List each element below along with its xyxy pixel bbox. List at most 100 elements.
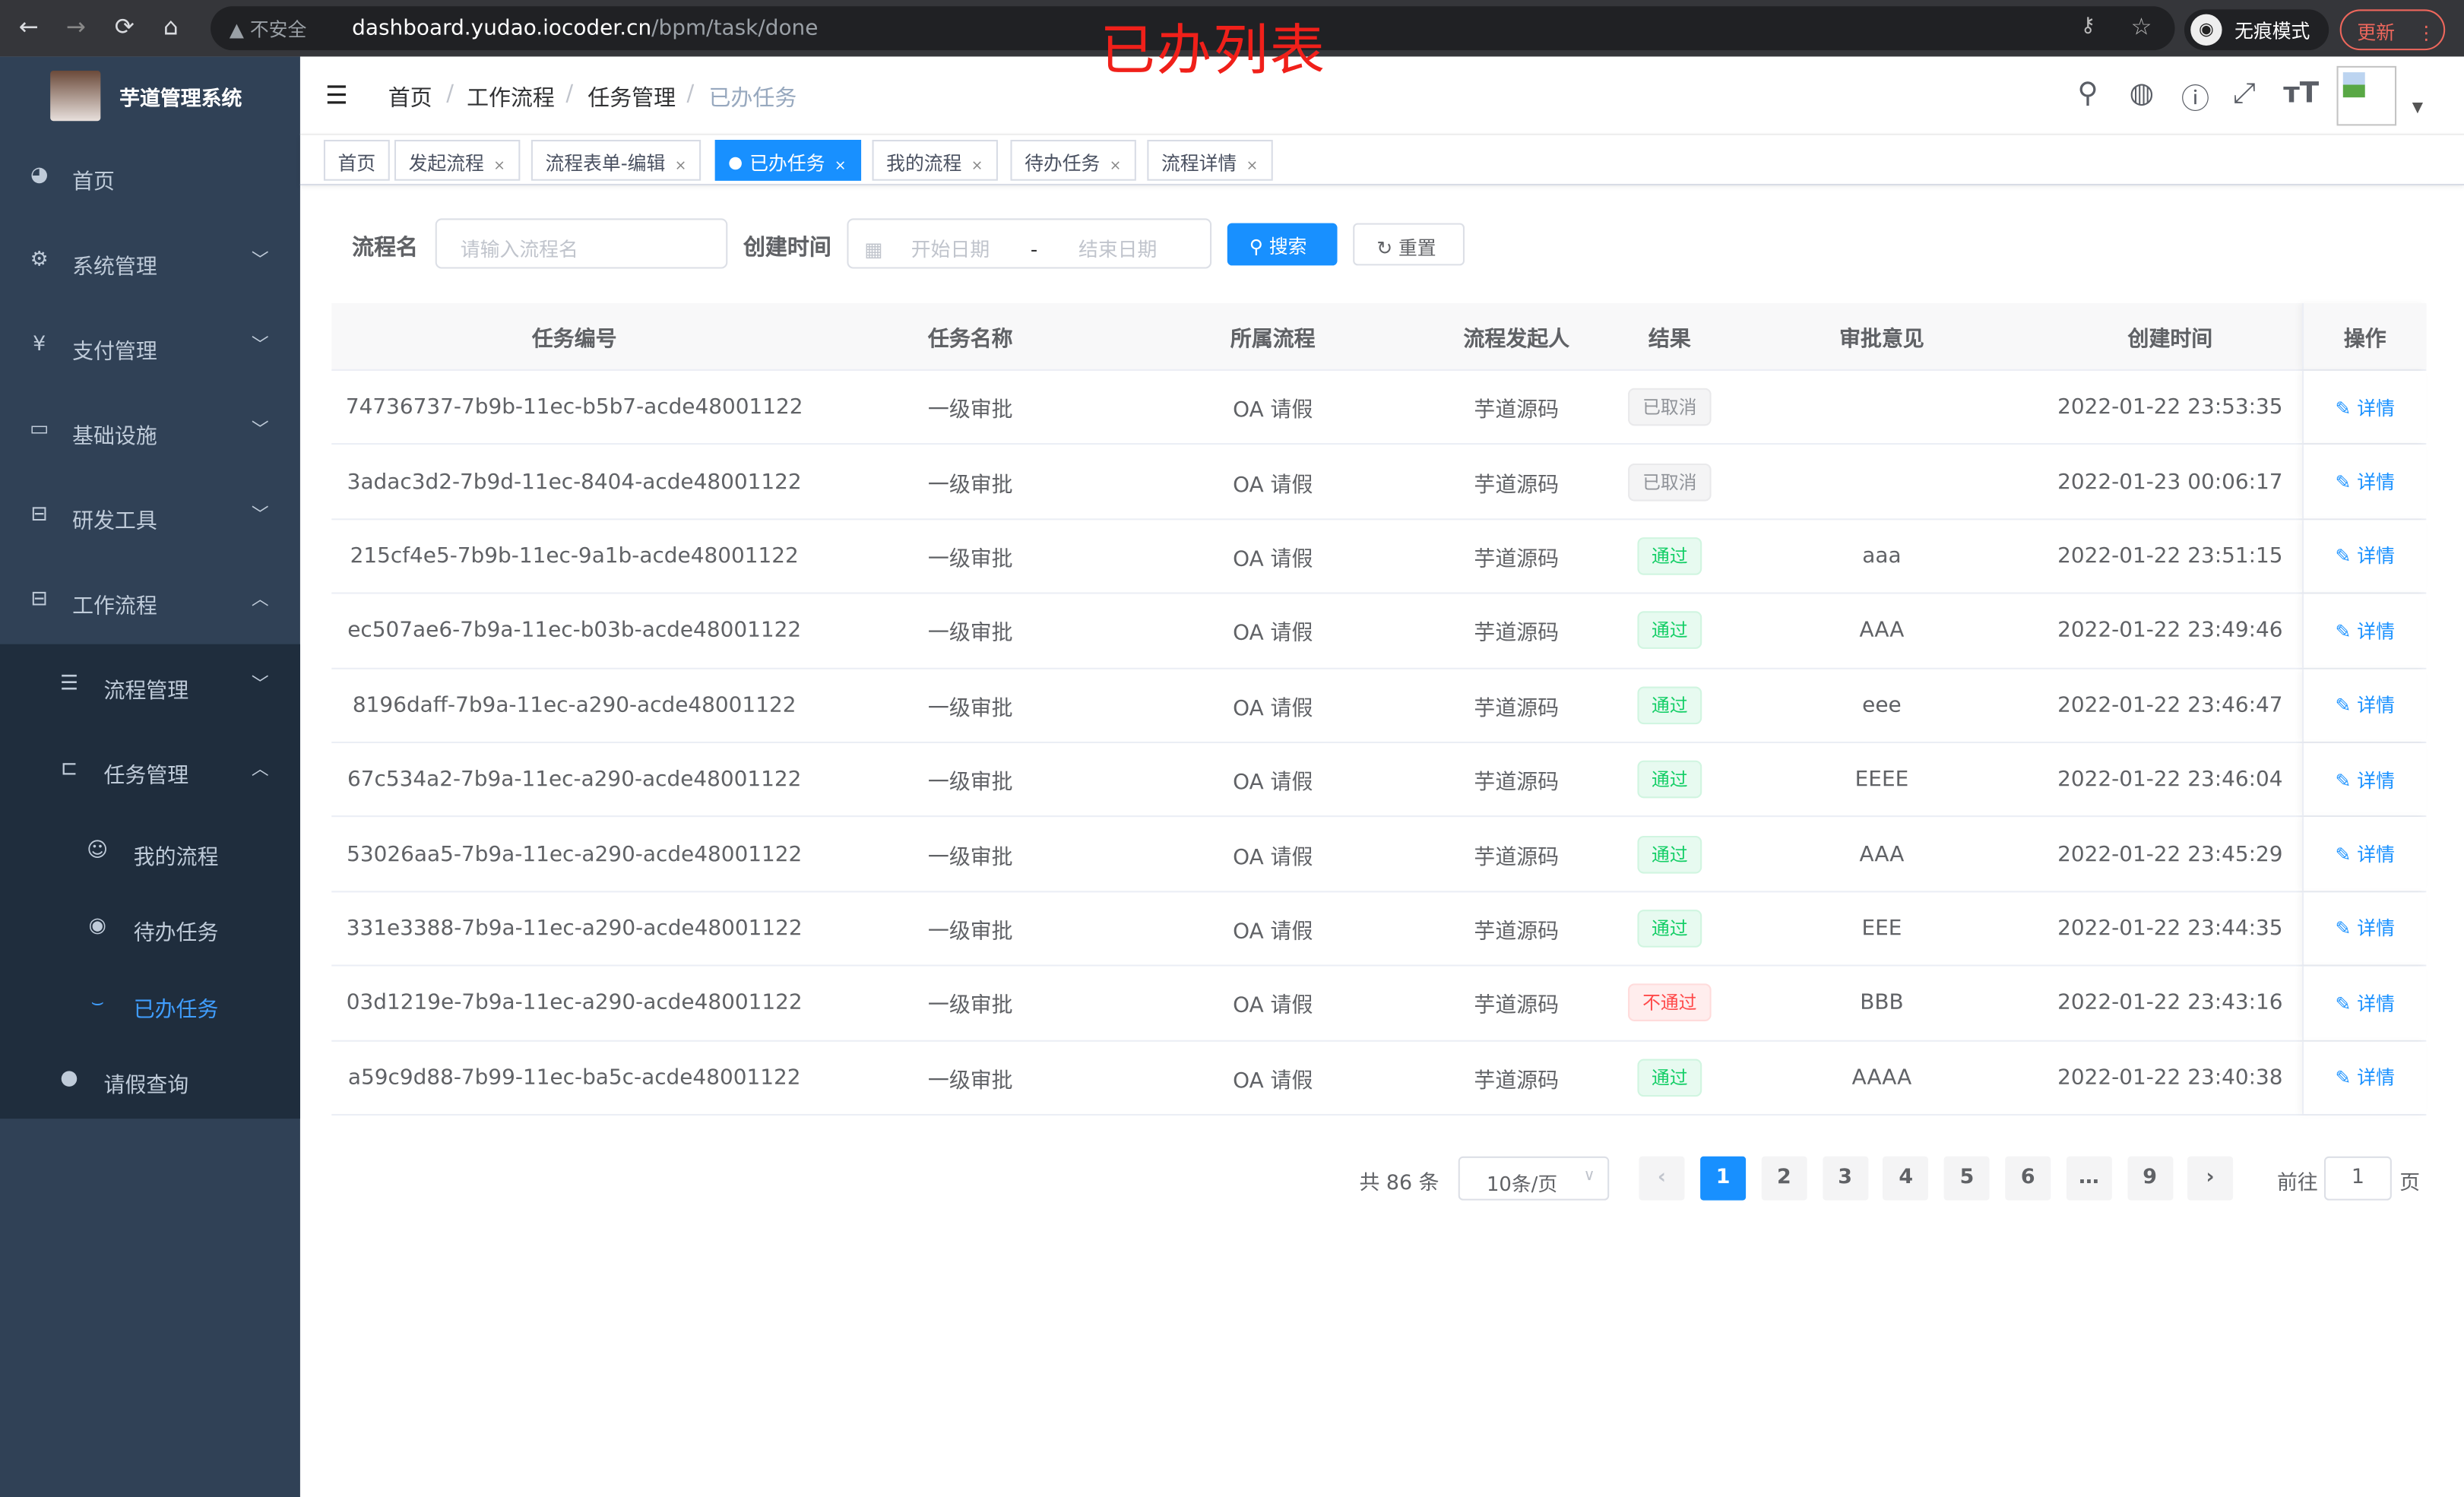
url-path: /bpm/task/done — [651, 15, 819, 41]
cell-initiator: 芋道源码 — [1474, 770, 1560, 796]
security-warning[interactable]: ▲ 不安全 — [229, 18, 307, 41]
page-button[interactable]: 2 — [1761, 1156, 1807, 1201]
detail-link[interactable]: ✎ 详情 — [2336, 766, 2395, 793]
close-icon[interactable]: × — [674, 158, 687, 175]
detail-link[interactable]: ✎ 详情 — [2336, 394, 2395, 420]
process-name-input[interactable]: 请输入流程名 — [435, 218, 728, 269]
tag-done-task[interactable]: 已办任务 × — [714, 140, 861, 181]
breadcrumb-home[interactable]: 首页 — [388, 86, 432, 112]
table-row: 74736737-7b9b-11ec-b5b7-acde48001122 一级审批… — [331, 370, 2427, 445]
fullscreen-icon[interactable]: ⤢ — [2233, 77, 2256, 110]
cell-result: 通过 — [1610, 818, 1728, 891]
cell-initiator: 芋道源码 — [1474, 546, 1560, 572]
home-icon[interactable]: ⌂ — [163, 12, 179, 41]
detail-link[interactable]: ✎ 详情 — [2336, 989, 2395, 1016]
people-icon: ☺ — [87, 839, 109, 863]
close-icon[interactable]: × — [834, 158, 847, 175]
sidebar: 芋道管理系统 ◕ 首页 ⚙ 系统管理 ﹀ ¥ 支付管理 ﹀ ▭ 基础设施 ﹀ ⊟ 研发工具 ﹀ ⊟… — [0, 56, 300, 1497]
update-button[interactable]: 更新 ⋮ — [2339, 9, 2446, 51]
chevron-down-icon: ﹀ — [251, 419, 269, 440]
sidebar-item-process-manage[interactable]: ☰ 流程管理 ﹀ — [0, 649, 300, 724]
end-date-input[interactable]: 结束日期 — [1078, 237, 1158, 261]
tag-start-process[interactable]: 发起流程 × — [394, 140, 520, 181]
sidebar-item-done[interactable]: ⌣ 已办任务 — [0, 968, 300, 1043]
caret-down-icon[interactable]: ▼ — [2412, 100, 2424, 117]
close-icon[interactable]: × — [493, 158, 505, 175]
incognito-badge[interactable]: ◉ 无痕模式 — [2184, 9, 2329, 51]
detail-link[interactable]: ✎ 详情 — [2336, 840, 2395, 867]
sidebar-item-devtools[interactable]: ⊟ 研发工具 ﹀ — [0, 479, 300, 555]
more-icon[interactable]: ⋮ — [2417, 21, 2436, 44]
back-icon[interactable]: ← — [18, 12, 39, 41]
tag-home[interactable]: 首页 — [323, 140, 390, 181]
close-icon[interactable]: × — [1109, 158, 1122, 175]
search-button[interactable]: ⚲ 搜索 — [1227, 223, 1338, 266]
chevron-down-icon: ﹀ — [251, 334, 269, 356]
sidebar-item-home[interactable]: ◕ 首页 — [0, 140, 300, 215]
cell-create-time: 2022-01-22 23:49:46 — [2057, 618, 2283, 644]
forward-icon[interactable]: → — [65, 12, 86, 41]
submenu-background — [0, 644, 300, 1119]
annotation-title: 已办列表 — [1100, 20, 1327, 84]
prev-page-button[interactable]: ‹ — [1639, 1156, 1685, 1201]
star-icon[interactable]: ☆ — [2130, 12, 2152, 41]
sidebar-item-my-process[interactable]: ☺ 我的流程 — [0, 815, 300, 891]
reset-button[interactable]: ↻ 重置 — [1353, 223, 1465, 266]
detail-link[interactable]: ✎ 详情 — [2336, 617, 2395, 644]
page-button[interactable]: 3 — [1822, 1156, 1868, 1201]
reload-icon[interactable]: ⟳ — [114, 12, 135, 41]
cell-actions: ✎ 详情 — [2302, 668, 2427, 742]
detail-link[interactable]: ✎ 详情 — [2336, 543, 2395, 569]
sidebar-item-system[interactable]: ⚙ 系统管理 ﹀ — [0, 225, 300, 300]
page-size-select[interactable]: 10条/页 ∨ — [1458, 1156, 1610, 1201]
tag-my-process[interactable]: 我的流程 × — [872, 140, 998, 181]
edit-icon: ✎ — [2335, 471, 2352, 494]
page-button[interactable]: 6 — [2005, 1156, 2051, 1201]
detail-label: 详情 — [2357, 769, 2395, 792]
sidebar-item-infra[interactable]: ▭ 基础设施 ﹀ — [0, 394, 300, 470]
date-range-picker[interactable]: ▦ 开始日期 - 结束日期 — [847, 218, 1212, 269]
sidebar-item-label: 首页 — [72, 169, 115, 195]
font-size-icon[interactable]: ᴛT — [2283, 77, 2320, 110]
sidebar-item-task-manage[interactable]: ⊏ 任务管理 ︿ — [0, 734, 300, 809]
detail-link[interactable]: ✎ 详情 — [2336, 1064, 2395, 1090]
sidebar-item-pay[interactable]: ¥ 支付管理 ﹀ — [0, 309, 300, 385]
next-page-button[interactable]: › — [2187, 1156, 2234, 1201]
help-icon[interactable]: ⓘ — [2181, 83, 2210, 117]
tag-process-detail[interactable]: 流程详情 × — [1147, 140, 1272, 181]
cell-task-id: 53026aa5-7b9a-11ec-a290-acde48001122 — [347, 841, 803, 867]
breadcrumb-workflow[interactable]: 工作流程 — [467, 86, 555, 112]
page-button[interactable]: 4 — [1883, 1156, 1929, 1201]
search-icon[interactable]: ⚲ — [2077, 77, 2098, 110]
close-icon[interactable]: × — [971, 158, 983, 175]
tag-todo-task[interactable]: 待办任务 × — [1010, 140, 1135, 181]
sidebar-item-label: 流程管理 — [103, 679, 189, 704]
address-bar[interactable]: ▲ 不安全 dashboard.yudao.iocoder.cn/bpm/tas… — [211, 6, 2175, 51]
detail-link[interactable]: ✎ 详情 — [2336, 692, 2395, 718]
sidebar-item-workflow[interactable]: ⊟ 工作流程 ︿ — [0, 564, 300, 639]
sidebar-item-todo[interactable]: ◉ 待办任务 — [0, 891, 300, 966]
chevron-up-icon: ︿ — [251, 589, 269, 610]
goto-page-input[interactable]: 1 — [2323, 1156, 2392, 1201]
url-text[interactable]: dashboard.yudao.iocoder.cn/bpm/task/done — [352, 16, 818, 41]
cell-task-name: 一级审批 — [927, 1068, 1013, 1093]
tag-form-edit[interactable]: 流程表单-编辑 × — [530, 140, 701, 181]
hamburger-icon[interactable]: ☰ — [325, 80, 348, 110]
page-suffix: 页 — [2399, 1172, 2421, 1196]
detail-link[interactable]: ✎ 详情 — [2336, 915, 2395, 942]
key-icon[interactable]: ⚷ — [2080, 14, 2096, 38]
sidebar-item-leave[interactable]: ● 请假查询 — [0, 1043, 300, 1119]
page-button[interactable]: 5 — [1944, 1156, 1990, 1201]
page-button[interactable]: 9 — [2127, 1156, 2173, 1201]
cell-task-name: 一级审批 — [927, 546, 1013, 572]
start-date-input[interactable]: 开始日期 — [911, 237, 990, 261]
page-button[interactable]: 1 — [1700, 1156, 1747, 1201]
close-icon[interactable]: × — [1246, 158, 1259, 175]
github-icon[interactable]: ◍ — [2129, 77, 2155, 110]
detail-link[interactable]: ✎ 详情 — [2336, 468, 2395, 495]
page-button[interactable]: … — [2066, 1156, 2112, 1201]
cell-initiator: 芋道源码 — [1474, 695, 1560, 721]
breadcrumb-task[interactable]: 任务管理 — [587, 86, 676, 112]
security-label: 不安全 — [249, 18, 307, 41]
avatar[interactable] — [2336, 65, 2397, 126]
